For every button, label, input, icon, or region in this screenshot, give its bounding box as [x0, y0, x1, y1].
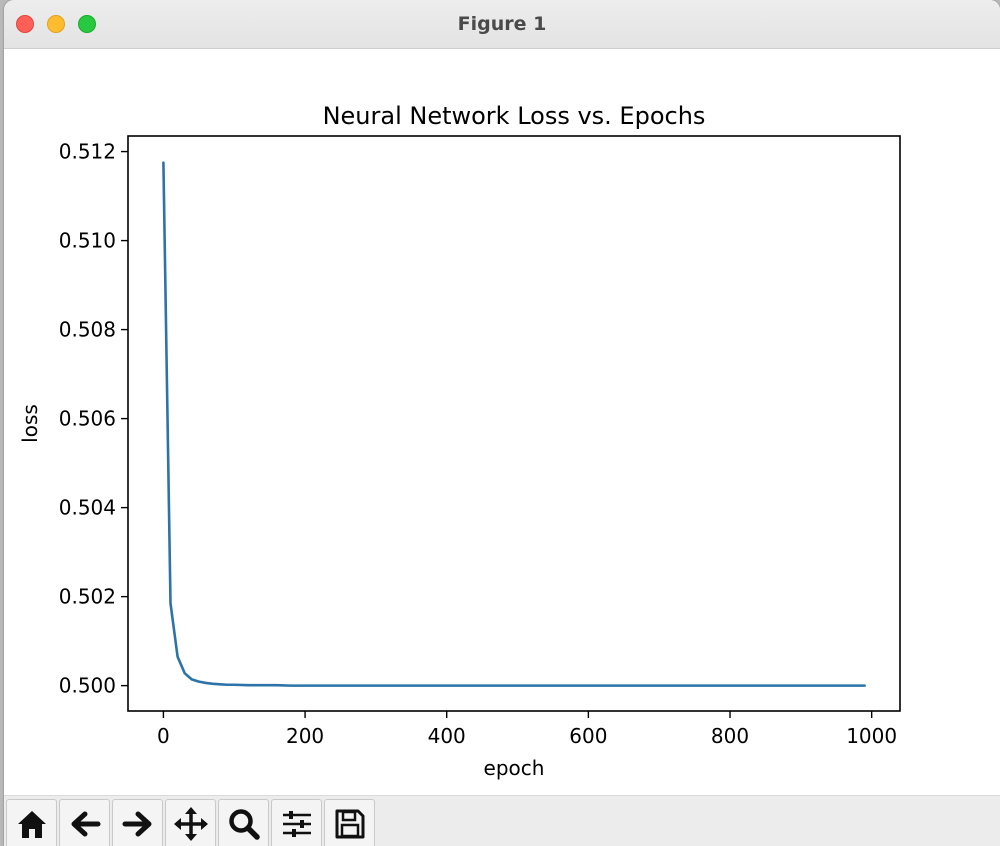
back-arrow-icon [71, 811, 100, 836]
x-tick-label: 400 [428, 724, 466, 748]
pan-button[interactable] [165, 799, 216, 846]
y-tick-label: 0.504 [59, 496, 116, 520]
axes-frame [127, 135, 901, 712]
y-tick-label: 0.502 [59, 585, 116, 609]
figure-window: Figure 1 0 200 400 600 800 1000 0.500 0.502 0.50… [4, 0, 1000, 846]
chart-title: Neural Network Loss vs. Epochs [323, 102, 706, 130]
y-axis-label: loss [18, 404, 42, 443]
zoom-button[interactable] [218, 799, 269, 846]
window-title: Figure 1 [457, 13, 547, 35]
forward-arrow-icon [122, 811, 151, 836]
y-tick-label: 0.506 [59, 407, 116, 431]
home-icon [17, 810, 46, 838]
pan-move-icon [173, 806, 208, 841]
title-bar[interactable]: Figure 1 [4, 0, 1000, 49]
x-tick-label: 600 [569, 724, 607, 748]
x-tick-label: 800 [711, 724, 749, 748]
x-tick-label: 200 [286, 724, 324, 748]
x-tick-label: 0 [157, 724, 170, 748]
configure-subplots-button[interactable] [271, 799, 322, 846]
forward-button[interactable] [112, 799, 163, 846]
maximize-window-button[interactable] [78, 15, 96, 33]
configure-subplots-icon [282, 810, 311, 837]
save-button[interactable] [324, 799, 375, 846]
navigation-toolbar [4, 795, 1000, 846]
save-floppy-icon [335, 809, 364, 838]
back-button[interactable] [59, 799, 110, 846]
x-axis-label: epoch [484, 756, 545, 780]
home-button[interactable] [6, 799, 57, 846]
y-tick-label: 0.510 [59, 229, 116, 253]
minimize-window-button[interactable] [47, 15, 65, 33]
y-tick-label: 0.512 [59, 140, 116, 164]
zoom-magnifier-icon [228, 808, 260, 840]
y-tick-label: 0.500 [59, 674, 116, 698]
close-window-button[interactable] [16, 15, 34, 33]
plot-svg: 0 200 400 600 800 1000 0.500 0.502 0.504 0.506 0.5… [18, 102, 901, 780]
figure-canvas[interactable]: 0 200 400 600 800 1000 0.500 0.502 0.504 0.506 0.5… [4, 49, 1000, 795]
y-tick-label: 0.508 [59, 318, 116, 342]
x-tick-label: 1000 [846, 724, 897, 748]
loss-series-line [162, 161, 866, 687]
